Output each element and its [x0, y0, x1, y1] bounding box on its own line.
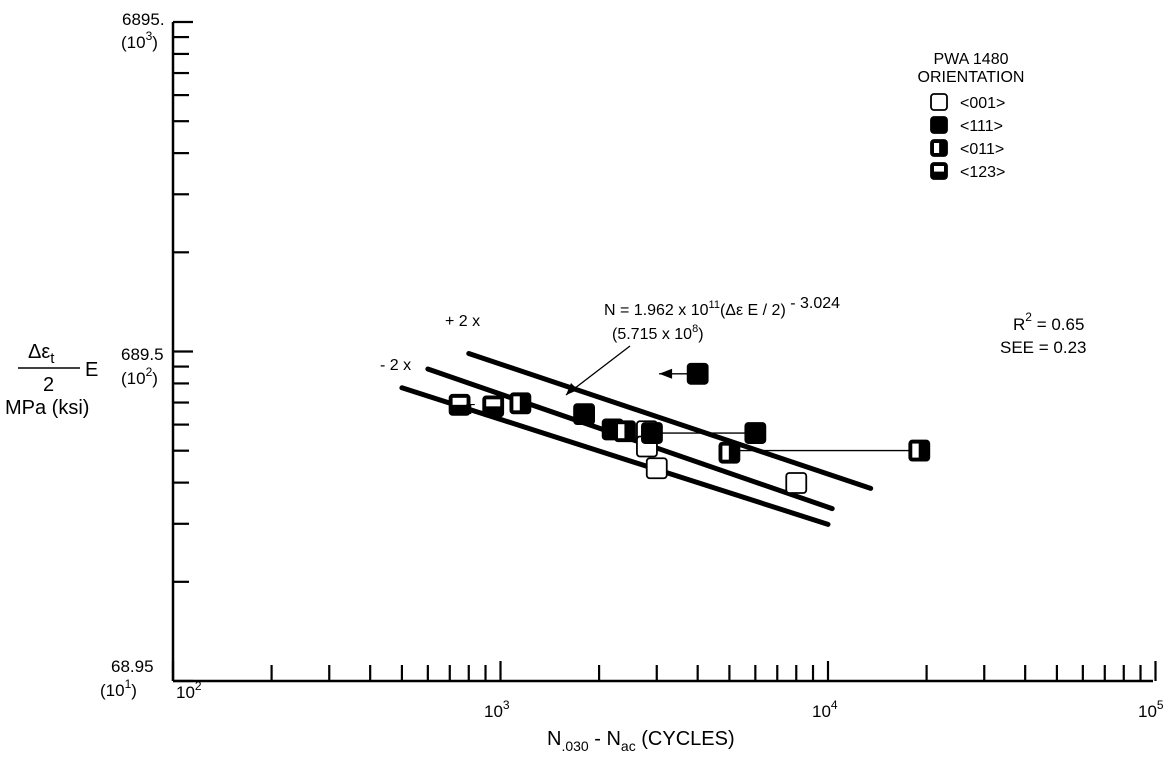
y-tick-label-mid: 689.5: [121, 345, 164, 364]
line-upper: [466, 350, 874, 491]
y-label-e: E: [85, 359, 98, 381]
band-label-lower: - 2 x: [380, 357, 411, 374]
axis-ticks: [171, 20, 1157, 683]
y-tick-ksi-mid: (102): [121, 365, 158, 388]
y-label-unit: MPa (ksi): [5, 397, 89, 419]
stat-r2: R2 = 0.65: [1013, 310, 1084, 334]
data-point: [744, 422, 767, 444]
equation-line1: N = 1.962 x 1011(Δε E / 2) - 3.024: [604, 295, 840, 319]
data-point: [686, 362, 709, 385]
data-point: [641, 422, 663, 444]
legend-marker: [930, 116, 948, 134]
equation-line2: (5.715 x 108): [612, 323, 704, 343]
runout-label: T: [466, 401, 475, 418]
data-point: [482, 395, 505, 418]
legend-label-001: <001>: [960, 95, 1005, 112]
stat-see: SEE = 0.23: [1000, 338, 1086, 357]
arrow-head: [659, 368, 673, 379]
y-tick-ksi-bottom: (101): [100, 677, 137, 700]
x-tick-label-1e4: 104: [812, 698, 838, 721]
data-point: [614, 420, 636, 443]
legend-marker: [930, 162, 948, 180]
legend-title-1: PWA 1480: [933, 51, 1008, 68]
y-label-two: 2: [43, 374, 54, 396]
y-tick-label-bottom: 68.95: [111, 657, 154, 676]
legend-marker: [930, 93, 948, 111]
legend-title-2: ORIENTATION: [918, 69, 1025, 86]
x-axis-label: N.030 - Nac (CYCLES): [547, 728, 735, 754]
data-point: [718, 441, 741, 464]
legend-label-123: <123>: [960, 164, 1005, 181]
x-tick-label-1e3: 103: [484, 698, 510, 721]
data-point: [785, 472, 808, 494]
y-tick-label-top: 6895.: [122, 10, 165, 29]
y-label-delta-eps: Δεt: [28, 341, 55, 367]
equation-pointer: [565, 345, 631, 396]
legend-label-111: <111>: [960, 118, 1003, 135]
x-tick-label-1e5: 105: [1138, 698, 1164, 721]
x-tick-label-1e2: 102: [176, 679, 202, 702]
line-lower: [399, 385, 831, 527]
data-point: [908, 439, 931, 462]
data-point: [448, 393, 471, 416]
data-point: [645, 457, 668, 480]
legend-label-011: <011>: [960, 141, 1004, 158]
y-tick-ksi-top: (103): [121, 29, 158, 52]
band-label-upper: + 2 x: [445, 313, 480, 330]
legend-marker: [930, 139, 948, 157]
data-point: [573, 403, 596, 426]
y-axis-label: Δεt 2 E MPa (ksi): [5, 341, 98, 419]
runout-label: T: [521, 399, 530, 416]
legend: PWA 1480 ORIENTATION <001> <111> <011> <…: [918, 51, 1025, 181]
data-point: [509, 392, 532, 415]
